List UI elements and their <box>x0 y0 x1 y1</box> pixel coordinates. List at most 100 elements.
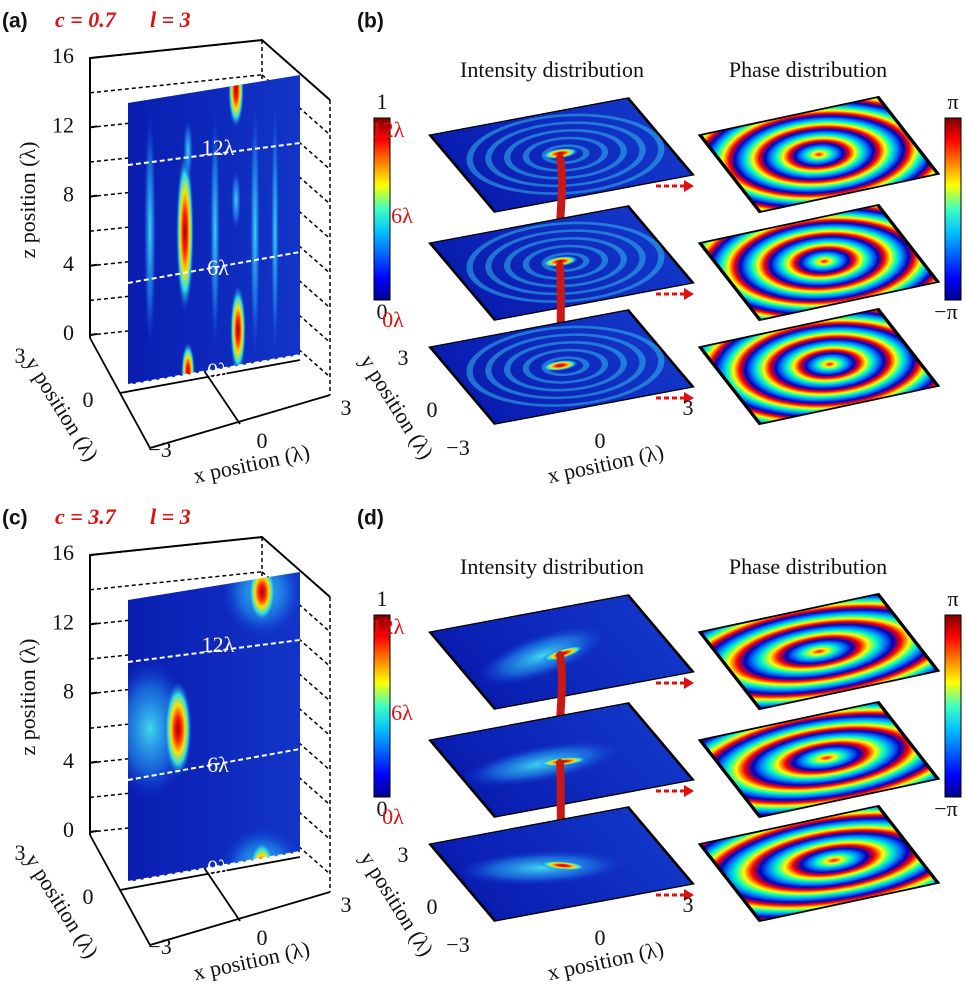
arrow-head <box>684 180 694 192</box>
plane-label: 0λ <box>382 307 404 332</box>
x-tick-label: 3 <box>683 892 694 917</box>
z-tick-label: 4 <box>63 748 74 773</box>
colorbar <box>944 117 962 301</box>
x-tick-label: 3 <box>341 892 352 917</box>
arrow-head <box>684 677 694 689</box>
phase-plane <box>697 307 941 426</box>
x-tick-label: 0 <box>257 428 268 453</box>
intensity-ring <box>503 129 627 180</box>
intensity-spot <box>271 100 279 360</box>
box-edge <box>89 535 331 835</box>
column-header: Phase distribution <box>729 554 887 579</box>
tick <box>89 194 98 198</box>
intensity-ring <box>503 341 627 392</box>
x-tick-label: −3 <box>446 435 469 460</box>
panel-label: (b) <box>357 10 384 33</box>
intensity-spot <box>541 359 579 372</box>
intensity-spot <box>181 342 195 385</box>
x-tick-label: 0 <box>595 925 606 950</box>
intensity-plane <box>428 806 695 922</box>
intensity-spot <box>541 147 579 160</box>
column-header: Phase distribution <box>729 57 887 82</box>
phase-plane <box>697 592 941 711</box>
intensity-spot <box>228 75 244 128</box>
panel-label: (a) <box>2 10 28 33</box>
plane-level <box>127 354 301 386</box>
x-tick-label: 0 <box>595 428 606 453</box>
phase-map <box>697 700 941 819</box>
intensity-spot <box>248 572 276 622</box>
y-tick-label: 0 <box>427 894 438 919</box>
tick <box>89 56 98 60</box>
tick <box>89 553 98 557</box>
z-tick-label: 4 <box>63 251 74 276</box>
z-tick-label: 0 <box>63 817 74 842</box>
x-axis-title: x position (λ) <box>191 439 312 488</box>
intensity-spot <box>183 120 193 180</box>
plane-level <box>127 639 301 663</box>
x-tick-label: −3 <box>148 437 171 462</box>
intensity-spot <box>458 850 626 886</box>
intensity-spot <box>164 681 192 777</box>
arrow-head <box>684 392 694 404</box>
tick <box>89 830 98 833</box>
plane-label: 6λ <box>207 752 229 777</box>
plane-level <box>127 748 301 781</box>
x-tick-label: 0 <box>257 925 268 950</box>
colorbar-label: −π <box>934 299 958 324</box>
arrow-head <box>684 288 694 300</box>
y-tick-label: 0 <box>83 387 94 412</box>
y-tick-label: 3 <box>15 343 26 368</box>
phase-plane <box>697 95 941 214</box>
intensity-spot <box>539 860 587 871</box>
x-tick-label: 3 <box>341 395 352 420</box>
colorbar-label: −π <box>934 796 958 821</box>
x-tick-label: 3 <box>683 395 694 420</box>
intensity-ring <box>522 136 609 172</box>
x-tick-label: −3 <box>446 932 469 957</box>
intensity-spot <box>541 255 579 268</box>
plane-label: 12λ <box>372 614 405 639</box>
x-axis-title: x position (λ) <box>191 936 312 985</box>
phase-plane <box>697 804 941 923</box>
phase-map <box>697 592 941 711</box>
arrow-head <box>684 785 694 797</box>
z-tick-label: 12 <box>52 112 74 137</box>
intensity-ring <box>485 121 646 188</box>
plane-label: 12λ <box>202 135 235 160</box>
colorbar-label: 1 <box>377 89 388 114</box>
z-tick-label: 8 <box>63 182 74 207</box>
intensity-spot <box>210 110 220 350</box>
intensity-spot <box>231 170 241 230</box>
plane-label: 0λ <box>207 855 229 880</box>
tick <box>89 333 98 336</box>
parameter: l = 3 <box>150 504 191 529</box>
intensity-spot <box>230 285 246 375</box>
z-tick-label: 8 <box>63 679 74 704</box>
plane-label: 12λ <box>372 117 405 142</box>
z-tick-label: 0 <box>63 320 74 345</box>
y-tick-label: 3 <box>398 842 409 867</box>
z-axis-title: z position (λ) <box>15 639 40 756</box>
tick <box>89 125 98 129</box>
colorbar-label: π <box>947 586 958 611</box>
plane-level <box>127 251 301 284</box>
y-tick-label: 0 <box>427 397 438 422</box>
parameter: c = 3.7 <box>55 504 117 529</box>
intensity-spot <box>176 152 194 312</box>
panel: (b) Intensity distribution Phase distribut… <box>355 10 962 488</box>
column-header: Intensity distribution <box>460 57 644 82</box>
phase-map <box>697 307 941 426</box>
intensity-spot <box>250 100 260 360</box>
z-tick-label: 16 <box>52 540 74 565</box>
colorbar-label: 1 <box>377 586 388 611</box>
plane-label: 6λ <box>391 203 413 228</box>
colorbar <box>373 614 391 798</box>
dashed-line <box>89 74 263 94</box>
panel: (c) c = 3.7 l = 3 12λ 6λ 0λ 0 4 8 12 16 z position … <box>2 504 352 985</box>
intensity-ring <box>503 237 627 288</box>
y-tick-label: 3 <box>15 840 26 865</box>
dashed-line <box>89 571 263 591</box>
colorbar-label: π <box>947 89 958 114</box>
